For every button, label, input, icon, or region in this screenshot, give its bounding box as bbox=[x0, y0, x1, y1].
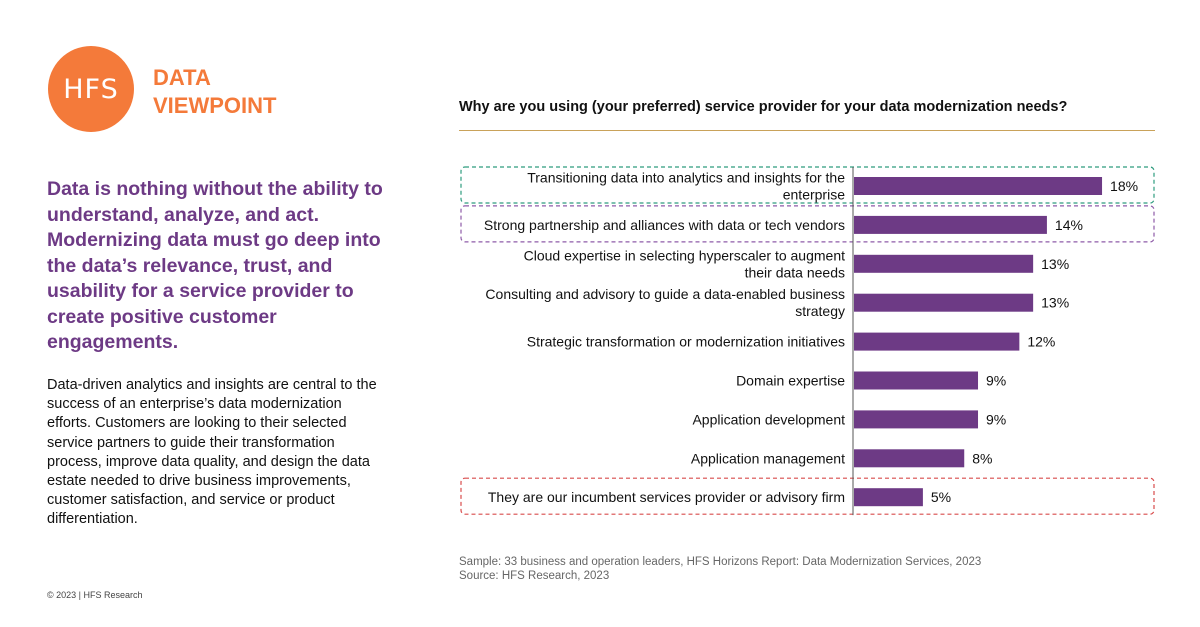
category-label: Application management bbox=[691, 450, 845, 466]
bar bbox=[854, 410, 979, 429]
sample-line: Sample: 33 business and operation leader… bbox=[459, 556, 982, 568]
category-label-line: They are our incumbent services provider… bbox=[488, 489, 845, 505]
source-line: Source: HFS Research, 2023 bbox=[459, 570, 610, 582]
value-label: 12% bbox=[1027, 334, 1055, 350]
category-label-line: Strategic transformation or modernizatio… bbox=[527, 334, 845, 350]
bar bbox=[854, 371, 979, 390]
value-label: 14% bbox=[1055, 217, 1083, 233]
hfs-logo-circle: HFS bbox=[48, 46, 134, 132]
category-label-line: enterprise bbox=[783, 187, 845, 203]
value-label: 13% bbox=[1041, 295, 1069, 311]
highlight-box-purple bbox=[460, 205, 1155, 243]
highlight-box-red bbox=[460, 477, 1155, 515]
category-label: Application development bbox=[692, 411, 845, 427]
data-viewpoint-label: DATA VIEWPOINT bbox=[153, 64, 276, 120]
bar bbox=[854, 449, 965, 468]
bar bbox=[854, 488, 923, 507]
bar bbox=[854, 215, 1047, 234]
category-label: Cloud expertise in selecting hyperscaler… bbox=[524, 247, 846, 280]
category-label-line: Consulting and advisory to guide a data-… bbox=[485, 286, 845, 302]
copyright-footer: © 2023 | HFS Research bbox=[47, 590, 143, 600]
value-label: 9% bbox=[986, 373, 1006, 389]
chart-title: Why are you using (your preferred) servi… bbox=[459, 99, 1068, 115]
category-label-line: strategy bbox=[795, 303, 845, 319]
category-label: Strategic transformation or modernizatio… bbox=[527, 334, 845, 350]
bar bbox=[854, 254, 1034, 273]
category-label-line: Strong partnership and alliances with da… bbox=[484, 217, 845, 233]
logo-line-1: DATA bbox=[153, 65, 211, 90]
bar bbox=[854, 293, 1034, 312]
bar bbox=[854, 177, 1103, 195]
value-label: 9% bbox=[986, 411, 1006, 427]
bar bbox=[854, 332, 1020, 351]
value-label: 18% bbox=[1110, 178, 1138, 194]
value-label: 8% bbox=[972, 450, 992, 466]
category-label: They are our incumbent services provider… bbox=[488, 489, 845, 505]
category-label-line: Domain expertise bbox=[736, 373, 845, 389]
sample-source-note: Sample: 33 business and operation leader… bbox=[459, 555, 981, 583]
highlight-box-green bbox=[460, 166, 1155, 204]
category-label-line: Cloud expertise in selecting hyperscaler… bbox=[524, 247, 846, 263]
category-label-line: their data needs bbox=[745, 264, 845, 280]
logo-line-2: VIEWPOINT bbox=[153, 93, 277, 118]
category-label: Domain expertise bbox=[736, 373, 845, 389]
hfs-logo-text: HFS bbox=[63, 73, 119, 105]
category-label: Strong partnership and alliances with da… bbox=[484, 217, 845, 233]
headline: Data is nothing without the ability to u… bbox=[47, 178, 383, 353]
category-label-line: Application management bbox=[691, 450, 845, 466]
category-label-line: Transitioning data into analytics and in… bbox=[527, 170, 845, 186]
category-label: Consulting and advisory to guide a data-… bbox=[485, 286, 845, 319]
value-label: 5% bbox=[931, 489, 951, 505]
title-divider bbox=[459, 130, 1155, 131]
category-label: Transitioning data into analytics and in… bbox=[527, 170, 845, 203]
category-label-line: Application development bbox=[692, 411, 845, 427]
value-label: 13% bbox=[1041, 256, 1069, 272]
body-paragraph: Data-driven analytics and insights are c… bbox=[47, 377, 377, 528]
